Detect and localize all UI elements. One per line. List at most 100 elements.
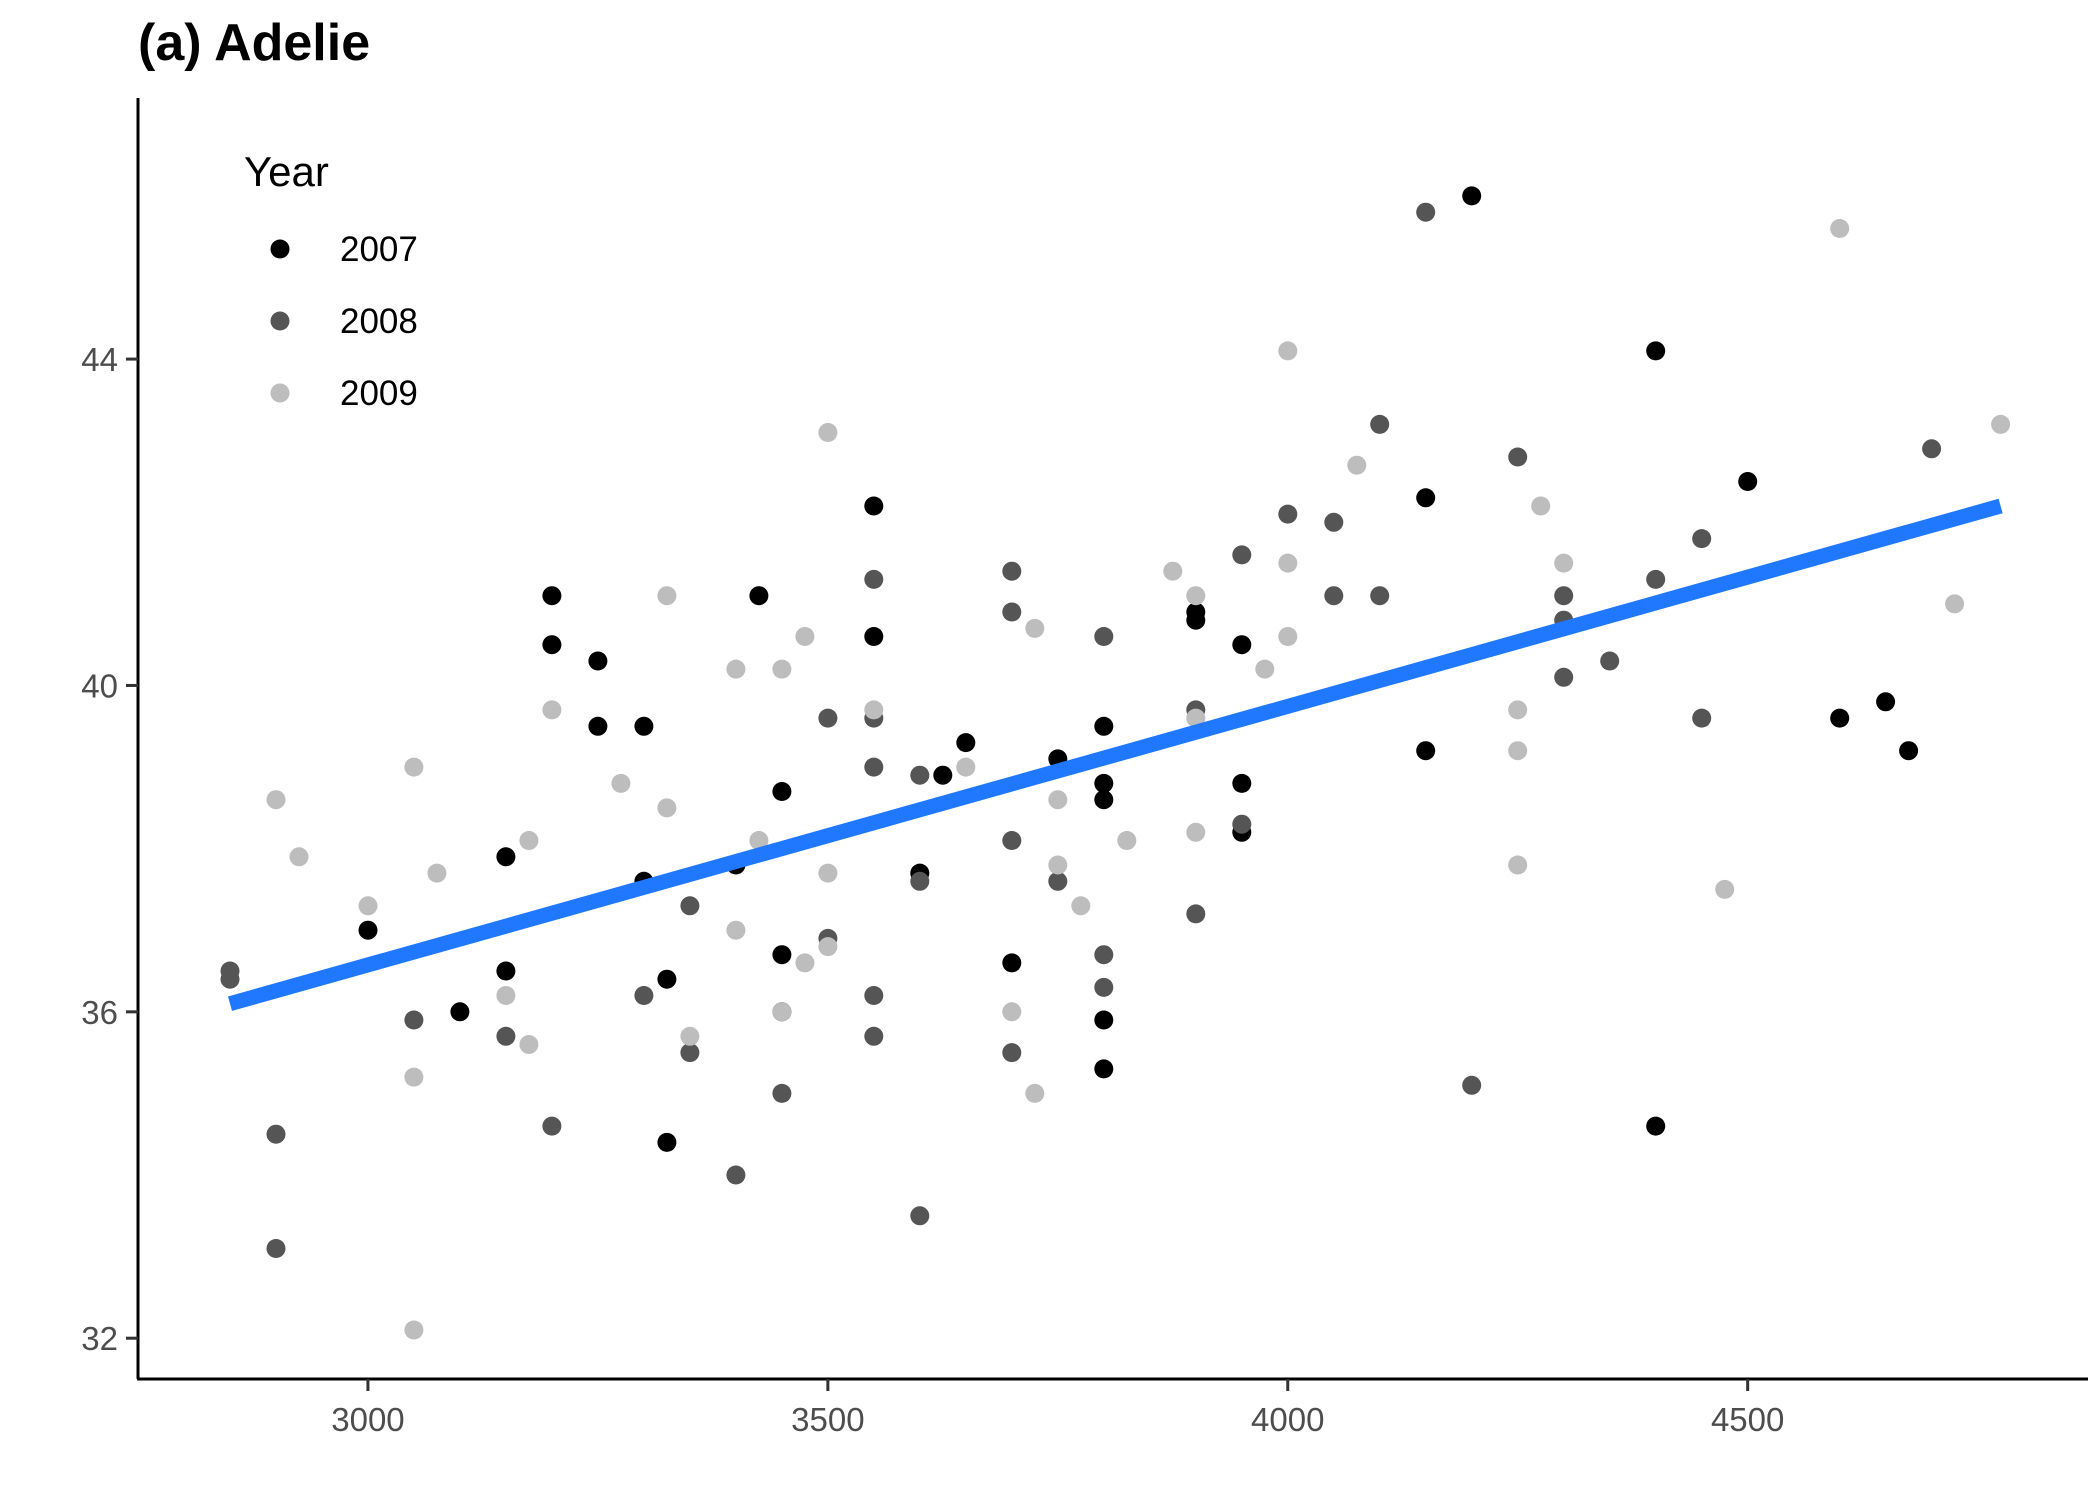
point-2009 <box>657 586 677 606</box>
point-2009 <box>1186 586 1206 606</box>
legend-label-2009: 2009 <box>340 374 418 413</box>
point-2007 <box>1094 790 1114 810</box>
point-2009 <box>1991 414 2011 434</box>
point-2009 <box>358 896 378 916</box>
point-2008 <box>266 1239 286 1258</box>
point-2007 <box>772 945 792 965</box>
point-2008 <box>1416 202 1436 222</box>
point-2008 <box>404 1010 424 1030</box>
point-2009 <box>519 1035 539 1054</box>
point-2008 <box>864 986 884 1005</box>
point-2007 <box>496 847 516 867</box>
point-2007 <box>450 1002 470 1022</box>
point-2009 <box>1025 618 1045 638</box>
point-2008 <box>1002 831 1022 850</box>
point-2008 <box>1094 945 1114 965</box>
point-2007 <box>657 969 677 989</box>
point-2007 <box>772 782 792 801</box>
point-2009 <box>404 757 424 777</box>
point-2008 <box>680 896 700 916</box>
point-2009 <box>1048 855 1068 875</box>
trend-line <box>227 498 2003 1011</box>
point-2009 <box>289 847 309 867</box>
point-2008 <box>1002 1043 1022 1063</box>
point-2008 <box>1554 586 1574 606</box>
point-2009 <box>864 700 884 720</box>
point-2007 <box>1232 635 1252 655</box>
point-2009 <box>1186 708 1206 728</box>
point-2009 <box>1347 455 1367 475</box>
point-2008 <box>772 1083 792 1103</box>
point-2007 <box>1738 472 1758 491</box>
point-2008 <box>864 757 884 777</box>
point-2008 <box>634 986 654 1005</box>
point-2009 <box>749 831 769 850</box>
point-2007 <box>634 716 654 736</box>
point-2008 <box>1692 529 1712 549</box>
point-2009 <box>1830 219 1850 238</box>
point-2007 <box>1186 610 1206 630</box>
point-2009 <box>542 700 562 720</box>
point-2009 <box>1508 855 1528 875</box>
point-2009 <box>1508 741 1528 761</box>
point-2009 <box>1278 627 1298 646</box>
point-2007 <box>496 961 516 981</box>
point-2009 <box>1002 1002 1022 1022</box>
point-2009 <box>266 790 286 810</box>
point-2008 <box>1922 439 1942 459</box>
trend-layer <box>227 498 2003 1011</box>
point-2008 <box>1508 447 1528 467</box>
point-2009 <box>795 627 815 646</box>
point-2008 <box>1370 586 1390 606</box>
point-2008 <box>1048 871 1068 891</box>
point-2009 <box>404 1320 424 1340</box>
point-2007 <box>864 496 884 516</box>
point-2008 <box>1324 586 1344 606</box>
point-2009 <box>1117 831 1137 850</box>
point-2008 <box>864 1026 884 1046</box>
y-tick-label: 32 <box>81 1320 118 1357</box>
x-tick-label: 3000 <box>331 1401 404 1438</box>
point-2009 <box>1945 594 1965 614</box>
point-2009 <box>657 798 677 818</box>
point-2009 <box>726 920 746 940</box>
point-2007 <box>956 733 976 753</box>
point-2009 <box>818 863 838 883</box>
legend-label-2008: 2008 <box>340 302 418 341</box>
point-2009 <box>956 757 976 777</box>
point-2008 <box>1186 904 1206 924</box>
point-2009 <box>818 423 838 442</box>
point-2007 <box>1462 186 1482 206</box>
point-2009 <box>1255 659 1275 679</box>
point-2009 <box>1278 553 1298 573</box>
point-2009 <box>1531 496 1551 516</box>
chart-title: (a) Adelie <box>138 14 370 72</box>
point-2008 <box>220 969 240 989</box>
legend-label-2007: 2007 <box>340 230 418 269</box>
point-2007 <box>864 627 884 646</box>
point-2008 <box>1232 814 1252 834</box>
point-2007 <box>1876 692 1896 712</box>
point-2007 <box>1830 708 1850 728</box>
point-2008 <box>1692 708 1712 728</box>
point-2009 <box>496 986 516 1005</box>
point-2009 <box>1163 561 1183 581</box>
point-2009 <box>795 953 815 973</box>
point-2009 <box>680 1026 700 1046</box>
point-2007 <box>749 586 769 606</box>
x-tick-label: 4000 <box>1251 1401 1324 1438</box>
point-2008 <box>864 569 884 589</box>
x-tick-label: 4500 <box>1711 1401 1784 1438</box>
point-2009 <box>519 831 539 850</box>
point-2008 <box>910 765 930 785</box>
legend-key-2009 <box>270 383 290 403</box>
point-2007 <box>1899 741 1919 761</box>
point-2007 <box>1232 773 1252 793</box>
point-2008 <box>496 1026 516 1046</box>
point-2007 <box>588 651 608 671</box>
legend-key-2007 <box>270 239 290 259</box>
point-2007 <box>1094 716 1114 736</box>
point-2008 <box>1462 1075 1482 1095</box>
y-tick-label: 40 <box>81 667 118 704</box>
